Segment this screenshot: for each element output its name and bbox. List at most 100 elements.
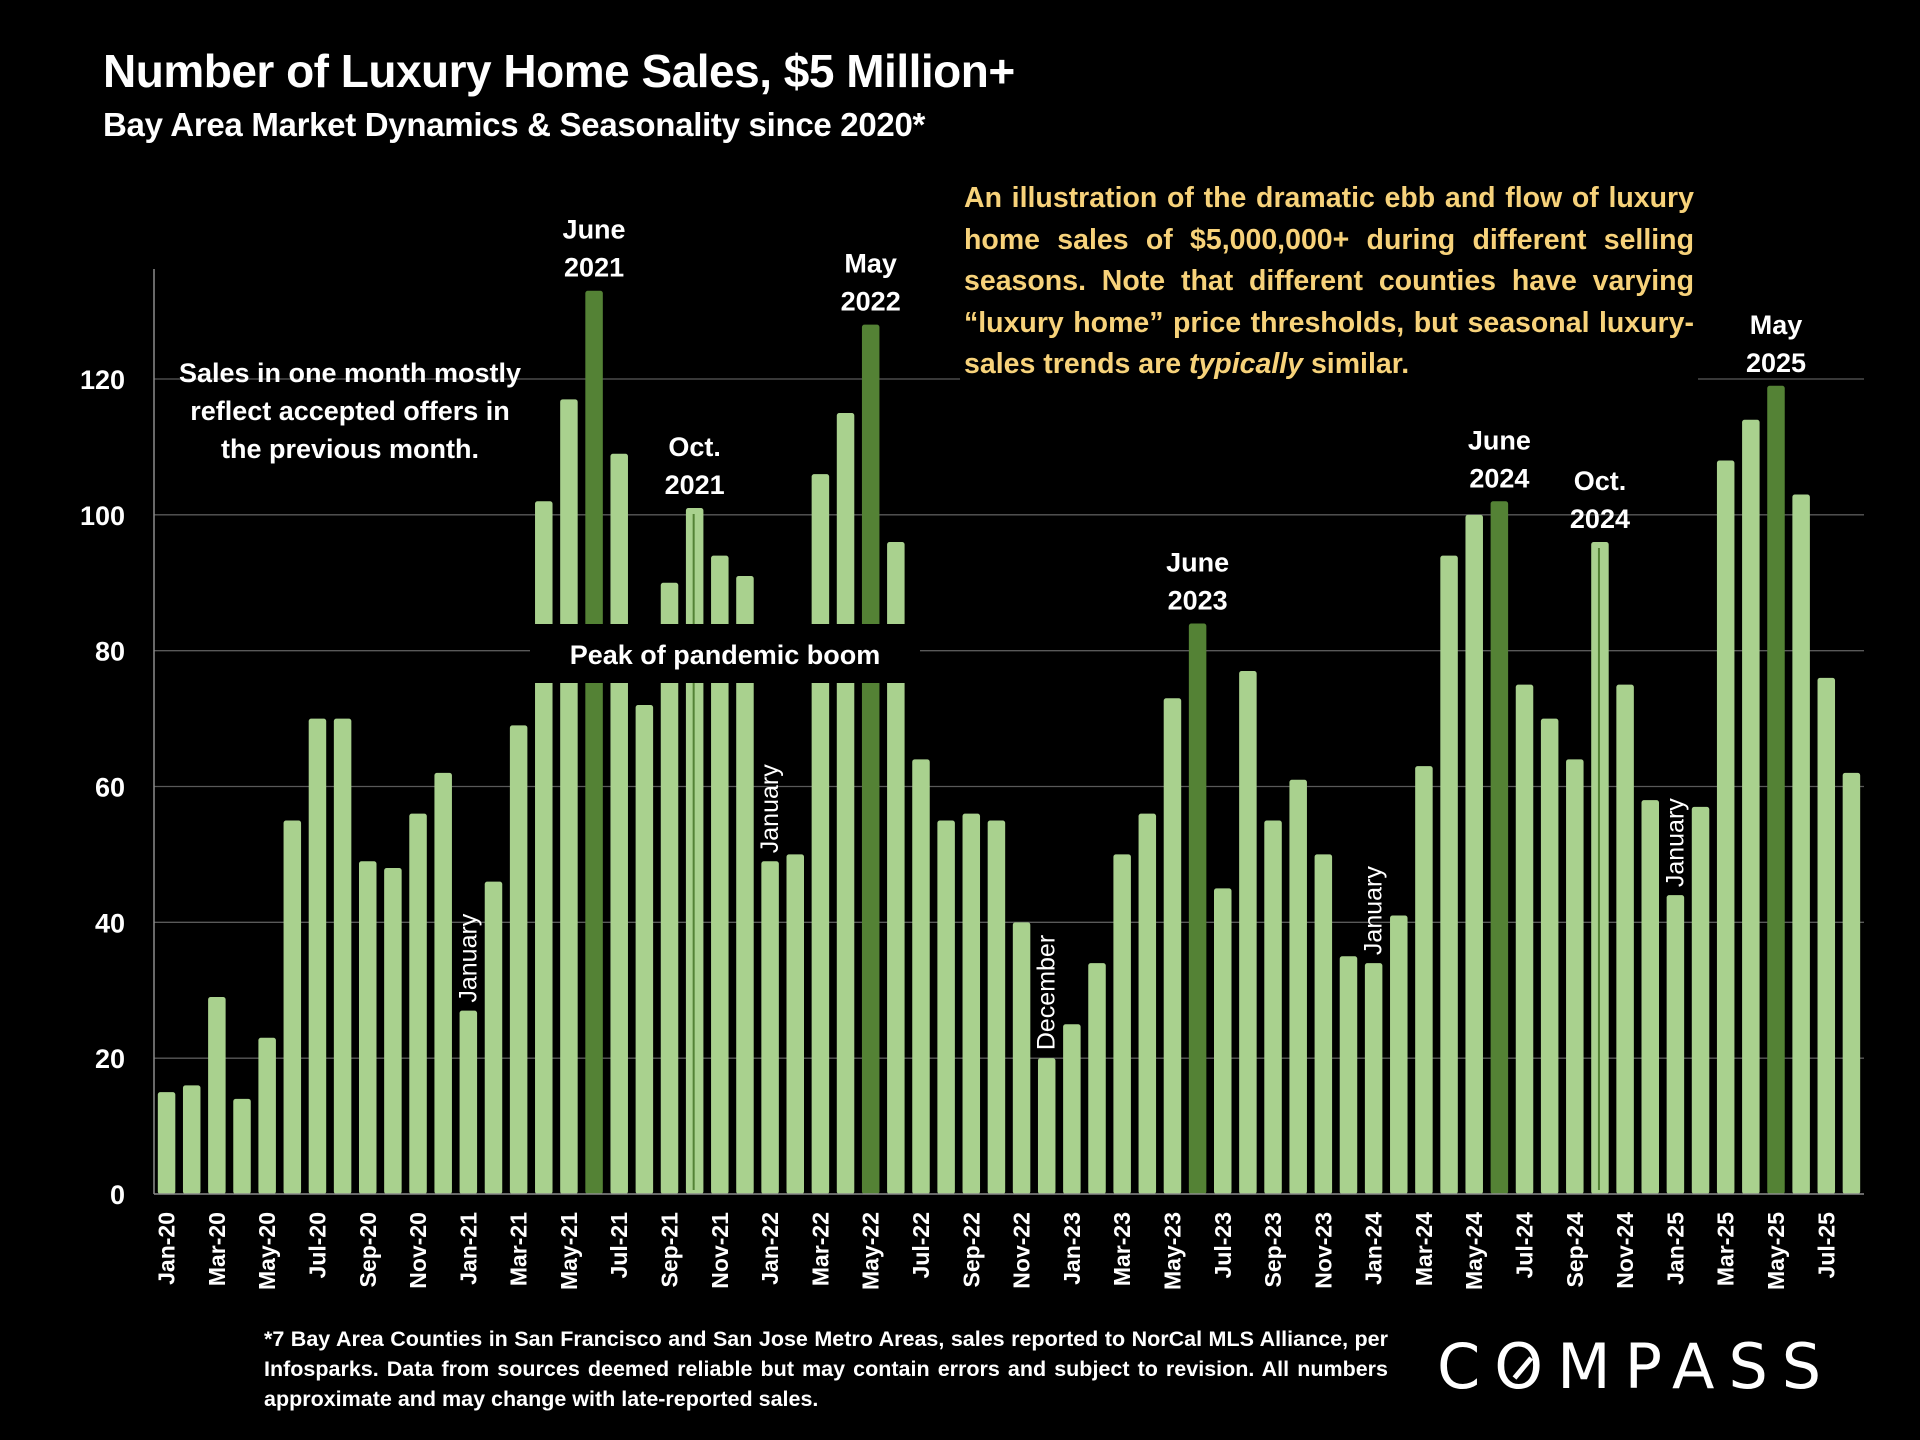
bar-Mar-24 bbox=[1415, 766, 1433, 1194]
bar-Aug-24 bbox=[1540, 718, 1559, 1194]
annotation-labels: June 2021 Oct. 2021 May 2022 June 2023 June 2024 O… bbox=[454, 215, 1806, 1050]
bar-Aug-20 bbox=[333, 718, 352, 1194]
month-label-january: January bbox=[1360, 866, 1388, 955]
bar-Sep-21 bbox=[660, 582, 679, 1194]
bar-Apr-20 bbox=[233, 1098, 251, 1194]
bar-Aug-25 bbox=[1842, 772, 1861, 1194]
peak-label-line1: May bbox=[844, 249, 897, 279]
x-tick-label-Sep-22: Sep-22 bbox=[958, 1212, 984, 1287]
peak-label-line2: 2024 bbox=[1570, 504, 1630, 534]
x-tick-label-Sep-21: Sep-21 bbox=[657, 1212, 683, 1288]
logo-rest: MPASS bbox=[1557, 1330, 1836, 1403]
x-tick-label-Jul-25: Jul-25 bbox=[1813, 1212, 1839, 1279]
bar-Nov-23 bbox=[1314, 854, 1333, 1194]
x-tick-label-Jan-20: Jan-20 bbox=[154, 1212, 180, 1285]
y-tick-label-100: 100 bbox=[80, 501, 125, 531]
bar-Aug-21 bbox=[635, 705, 654, 1194]
x-tick-label-Mar-25: Mar-25 bbox=[1713, 1212, 1739, 1286]
logo-o: O bbox=[1494, 1330, 1558, 1403]
x-tick-label-May-21: May-21 bbox=[556, 1212, 582, 1290]
bar-Nov-20 bbox=[409, 813, 427, 1194]
x-tick-label-Jul-23: Jul-23 bbox=[1210, 1212, 1236, 1278]
bar-May-21 bbox=[560, 399, 578, 1194]
bar-Mar-21 bbox=[509, 725, 528, 1194]
x-tick-label-May-23: May-23 bbox=[1159, 1212, 1185, 1290]
x-tick-label-May-25: May-25 bbox=[1763, 1212, 1789, 1290]
peak-label-line2: 2021 bbox=[665, 470, 725, 500]
x-axis: Jan-20 Mar-20 May-20 Jul-20 Sep-20 Nov-20 Jan-… bbox=[154, 1193, 1864, 1290]
note-text-italic: typically bbox=[1188, 348, 1304, 380]
bar-Mar-22 bbox=[811, 474, 830, 1194]
x-tick-label-Mar-20: Mar-20 bbox=[204, 1212, 230, 1286]
peak-label-line2: 2023 bbox=[1168, 586, 1228, 616]
chart-subtitle: Bay Area Market Dynamics & Seasonality s… bbox=[103, 106, 926, 143]
y-tick-label-60: 60 bbox=[95, 773, 125, 803]
bar-Aug-22 bbox=[937, 820, 955, 1194]
bar-Jun-24 bbox=[1490, 501, 1509, 1194]
x-tick-label-Sep-23: Sep-23 bbox=[1260, 1212, 1286, 1287]
bar-May-25 bbox=[1767, 385, 1785, 1195]
pandemic-band: Peak of pandemic boom bbox=[530, 624, 920, 683]
bar-Mar-20 bbox=[208, 997, 226, 1194]
y-tick-label-120: 120 bbox=[80, 365, 125, 395]
bar-Nov-24 bbox=[1616, 684, 1634, 1194]
bar-Feb-25 bbox=[1691, 806, 1710, 1194]
compass-logo: COMPASS bbox=[1437, 1330, 1835, 1403]
bar-Jul-22 bbox=[912, 759, 930, 1194]
bar-Jan-23 bbox=[1063, 1024, 1081, 1194]
note-text-2: similar. bbox=[1303, 348, 1410, 380]
bar-Sep-23 bbox=[1264, 820, 1282, 1194]
bar-Sep-24 bbox=[1566, 759, 1584, 1194]
bar-Dec-23 bbox=[1339, 956, 1358, 1194]
x-tick-label-Nov-23: Nov-23 bbox=[1310, 1212, 1336, 1289]
band-background bbox=[530, 624, 920, 683]
bar-Mar-23 bbox=[1113, 854, 1131, 1194]
x-tick-label-Nov-22: Nov-22 bbox=[1009, 1212, 1035, 1289]
y-axis: 0 20 40 60 80 100 120 bbox=[80, 269, 155, 1210]
x-tick-label-Jan-23: Jan-23 bbox=[1059, 1212, 1085, 1285]
bar-Apr-21 bbox=[535, 501, 553, 1194]
bar-Jul-21 bbox=[610, 453, 628, 1194]
bar-Apr-24 bbox=[1440, 555, 1458, 1194]
x-tick-label-May-20: May-20 bbox=[254, 1212, 280, 1290]
bar-Sep-20 bbox=[359, 861, 377, 1194]
yellow-annotation: An illustration of the dramatic ebb and … bbox=[960, 176, 1698, 388]
x-tick-label-Jan-21: Jan-21 bbox=[455, 1212, 481, 1285]
y-tick-label-40: 40 bbox=[95, 908, 125, 938]
peak-label-line2: 2025 bbox=[1746, 348, 1806, 378]
bar-Oct-22 bbox=[987, 820, 1006, 1194]
bar-Sep-22 bbox=[962, 813, 981, 1194]
x-tick-label-Jul-24: Jul-24 bbox=[1512, 1212, 1538, 1279]
peak-label-line1: June bbox=[1166, 548, 1229, 578]
peak-label-line1: Oct. bbox=[668, 432, 721, 462]
bar-Mar-25 bbox=[1716, 460, 1735, 1194]
bar-Oct-20 bbox=[384, 868, 402, 1194]
y-tick-label-80: 80 bbox=[95, 637, 125, 667]
logo-c: C bbox=[1437, 1330, 1495, 1403]
bar-Feb-23 bbox=[1088, 963, 1106, 1194]
bar-May-23 bbox=[1163, 698, 1182, 1194]
bar-Feb-22 bbox=[786, 854, 804, 1194]
y-tick-label-20: 20 bbox=[95, 1044, 125, 1074]
x-tick-label-May-22: May-22 bbox=[858, 1212, 884, 1290]
x-tick-label-Jan-25: Jan-25 bbox=[1662, 1212, 1688, 1285]
bar-Jun-22 bbox=[887, 542, 905, 1194]
x-tick-label-Jul-20: Jul-20 bbox=[304, 1212, 330, 1278]
bar-Dec-21 bbox=[736, 575, 754, 1194]
bar-Jan-20 bbox=[157, 1092, 176, 1194]
bar-Jan-21 bbox=[459, 1010, 478, 1194]
month-label-january: January bbox=[1661, 798, 1689, 887]
bar-Jul-23 bbox=[1214, 888, 1232, 1194]
bar-Feb-24 bbox=[1390, 915, 1408, 1194]
bar-Feb-21 bbox=[484, 881, 503, 1194]
x-tick-label-Mar-22: Mar-22 bbox=[807, 1212, 833, 1286]
bar-Dec-20 bbox=[434, 772, 452, 1194]
x-tick-label-Jul-22: Jul-22 bbox=[908, 1212, 934, 1278]
bar-Jul-24 bbox=[1515, 684, 1534, 1194]
band-label: Peak of pandemic boom bbox=[570, 640, 881, 670]
x-tick-label-Jan-22: Jan-22 bbox=[757, 1212, 783, 1285]
bar-Dec-24 bbox=[1641, 800, 1659, 1194]
bar-Jan-25 bbox=[1666, 895, 1685, 1194]
footnote: *7 Bay Area Counties in San Francisco an… bbox=[264, 1327, 1388, 1411]
